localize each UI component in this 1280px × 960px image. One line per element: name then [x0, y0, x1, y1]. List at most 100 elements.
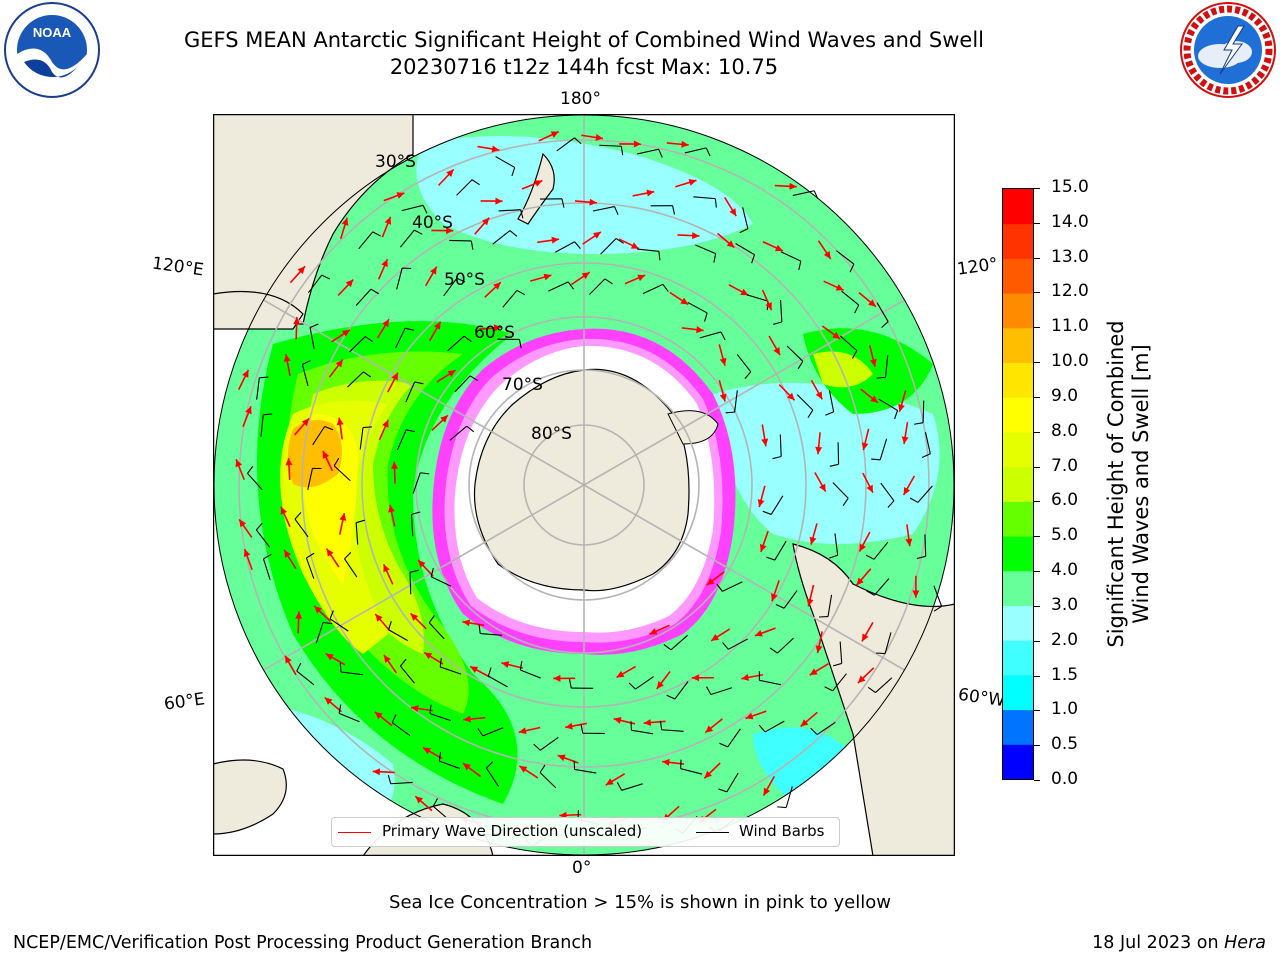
new-zealand-landmass — [517, 152, 555, 225]
wind-barb — [718, 772, 739, 793]
wave-direction-arrow — [463, 715, 486, 723]
wind-barb — [540, 198, 565, 208]
wind-barb — [865, 541, 889, 560]
wave-direction-arrow — [462, 762, 482, 778]
colorbar-tick-mark — [1034, 571, 1040, 573]
wave-direction-arrow — [285, 457, 293, 480]
legend-label-wave-direction: Primary Wave Direction (unscaled) — [382, 822, 643, 840]
wind-barb — [333, 457, 351, 482]
wave-direction-arrow — [313, 605, 331, 622]
wave-direction-arrow — [553, 674, 576, 682]
wave-direction-arrow — [374, 613, 391, 632]
wave-direction-arrow — [372, 768, 395, 776]
wind-barb — [405, 381, 424, 403]
wave-direction-arrow — [325, 653, 346, 666]
wind-barb — [449, 239, 474, 250]
colorbar-tick-label: 0.0 — [1051, 769, 1079, 789]
wind-barb — [485, 761, 500, 787]
wave-direction-arrow — [518, 765, 539, 779]
wind-barb — [429, 704, 451, 722]
colorbar-tick-mark — [1034, 675, 1040, 677]
wave-direction-arrow — [649, 624, 670, 635]
wind-barb — [878, 398, 899, 420]
wave-direction-arrow — [322, 450, 334, 472]
colorbar-segment — [1003, 223, 1033, 259]
wave-direction-arrow — [778, 384, 796, 401]
wave-direction-arrow — [618, 238, 640, 250]
madagascar-landmass — [213, 759, 287, 835]
wave-direction-arrow — [328, 359, 344, 378]
wave-direction-arrow — [774, 182, 797, 190]
wave-direction-arrow — [477, 145, 500, 153]
wind-barb — [296, 662, 315, 686]
wave-direction-arrow — [800, 711, 818, 728]
wind-barb — [825, 390, 835, 416]
lon-label-120w: 120° — [955, 254, 1000, 280]
legend-label-wind-barbs: Wind Barbs — [739, 822, 825, 840]
wind-barb — [556, 137, 582, 152]
wave-direction-arrow — [761, 424, 769, 447]
colorbar-tick-mark — [1034, 536, 1040, 538]
nws-logo — [1176, 0, 1280, 100]
wind-barb — [780, 251, 802, 270]
wave-direction-arrow — [823, 280, 845, 292]
colorbar-tick-label: 14.0 — [1051, 211, 1089, 232]
wave-direction-arrow — [383, 192, 405, 202]
colorbar-ticks: 0.0 0.5 1.0 1.5 2.0 3.0 4.0 5.0 6.0 7.0 8.0 9.0 10.0… — [1034, 177, 1114, 789]
wave-direction-arrow — [242, 405, 252, 427]
wind-barb — [355, 519, 365, 545]
wave-direction-arrow — [410, 705, 433, 712]
wave-direction-arrow — [704, 718, 723, 734]
wave-direction-arrow — [387, 372, 399, 393]
lon-label-0: 0° — [572, 858, 592, 878]
wind-barb — [777, 786, 793, 809]
wind-barb — [739, 207, 749, 234]
wave-direction-arrow — [817, 240, 832, 260]
wind-barb — [772, 434, 782, 460]
wave-direction-arrow — [814, 472, 827, 493]
wave-direction-arrow — [616, 665, 637, 679]
wind-barb — [628, 676, 654, 690]
wave-direction-arrow — [374, 711, 393, 727]
wave-direction-arrow — [624, 274, 646, 285]
colorbar-label-line1: Significant Height of Combined — [1104, 320, 1128, 648]
wind-barb — [722, 638, 748, 650]
wind-barb — [454, 375, 478, 393]
wave-direction-arrow — [570, 271, 591, 286]
wind-barb — [260, 413, 273, 437]
australia-landmass — [213, 114, 414, 325]
wave-direction-arrow — [860, 388, 879, 404]
wave-direction-arrow — [338, 512, 347, 535]
colorbar-tick-label: 5.0 — [1051, 525, 1079, 546]
wave-direction-arrow — [474, 217, 490, 235]
wave-direction-arrow — [582, 231, 602, 245]
map-legend: Primary Wave Direction (unscaled) Wind B… — [331, 817, 840, 847]
wave-direction-arrow — [754, 627, 776, 637]
wind-barb — [766, 540, 787, 561]
wind-barb — [358, 231, 381, 250]
wind-barb — [684, 147, 711, 157]
wind-barb — [487, 667, 508, 688]
wind-barb — [344, 551, 358, 578]
colorbar-tick-mark — [1034, 362, 1040, 364]
wave-direction-arrow — [669, 291, 689, 306]
wind-barb — [401, 204, 428, 214]
lat-label-80s: 80°S — [531, 424, 572, 444]
wind-barb — [616, 782, 643, 791]
wave-direction-arrow — [565, 722, 587, 730]
wind-barb — [410, 511, 421, 537]
colorbar-tick-label: 7.0 — [1051, 455, 1079, 476]
wind-barb — [666, 681, 689, 700]
colorbar-tick-mark — [1034, 780, 1040, 781]
wind-barb — [659, 720, 684, 732]
colorbar-segment — [1003, 570, 1033, 606]
wave-direction-arrow — [703, 762, 721, 779]
wave-field-band-2m-east — [713, 382, 940, 544]
lon-label-180: 180° — [560, 89, 601, 109]
wind-barb — [573, 760, 597, 774]
lat-label-70s: 70°S — [502, 375, 543, 395]
wind-barb — [262, 553, 272, 580]
wave-direction-arrow — [574, 198, 597, 206]
wave-direction-arrow — [377, 258, 389, 280]
wind-barb — [693, 196, 717, 208]
